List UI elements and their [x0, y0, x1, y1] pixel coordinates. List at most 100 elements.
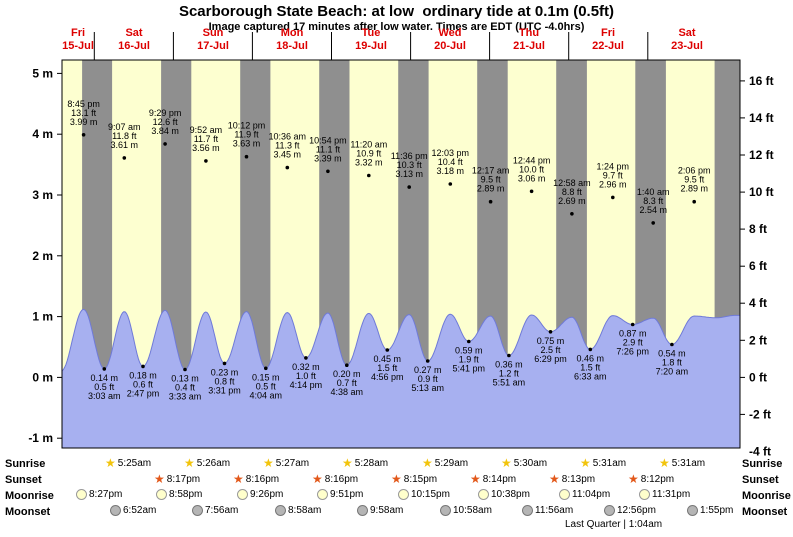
y-axis-label-left: 4 m	[32, 127, 53, 141]
high-tide-point	[163, 142, 167, 146]
moonset-time: 1:55pm	[687, 505, 733, 516]
low-tide-label: 0.59 m 1.9 ft 5:41 pm	[453, 346, 486, 374]
high-tide-point	[285, 165, 290, 170]
high-tide-point	[122, 156, 127, 160]
astro-time-text: 8:58am	[288, 505, 322, 516]
moonset-time: 12:56pm	[604, 505, 656, 516]
page-subtitle: Image captured 17 minutes after low wate…	[208, 21, 585, 33]
astro-time-text: 8:15pm	[403, 473, 438, 485]
low-tide-label: 0.14 m 0.5 ft 3:03 am	[88, 373, 121, 401]
y-axis-label-right: 6 ft	[749, 259, 767, 273]
high-tide-point	[367, 173, 371, 178]
astro-row-label-right: Moonset	[742, 506, 788, 518]
y-axis-label-left: -1 m	[28, 431, 53, 445]
high-tide-point	[326, 169, 330, 174]
y-axis-label-right: 14 ft	[749, 111, 774, 125]
low-tide-point	[425, 359, 430, 363]
sunset-time: ★ 8:16pm	[233, 473, 279, 485]
high-tide-point	[692, 199, 696, 204]
high-tide-point	[488, 199, 493, 204]
low-tide-point	[630, 322, 635, 327]
high-tide-point	[407, 185, 412, 189]
astro-time-text: 5:29am	[434, 457, 469, 469]
low-tide-label: 0.36 m 1.2 ft 5:51 am	[493, 360, 526, 388]
astro-time-text: 11:56am	[535, 505, 574, 516]
moonset-circle-icon	[275, 505, 286, 516]
astro-time-text: 10:58am	[453, 505, 492, 516]
low-tide-label: 0.45 m 1.5 ft 4:56 pm	[371, 354, 404, 382]
sunrise-star-icon: ★	[659, 456, 670, 470]
high-tide-point	[570, 212, 574, 216]
astro-time-text: 5:30am	[513, 457, 548, 469]
moonrise-time: 9:26pm	[237, 489, 283, 500]
low-tide-point	[264, 366, 268, 371]
moonset-circle-icon	[110, 505, 121, 516]
moonset-time: 8:58am	[275, 505, 321, 516]
y-axis-label-right: 12 ft	[749, 148, 774, 162]
high-tide-label: 1:24 pm 9.7 ft 2.96 m	[597, 161, 630, 189]
low-tide-point	[141, 364, 145, 369]
high-tide-label: 8:45 pm 13.1 ft 3.99 m	[67, 99, 100, 127]
low-tide-point	[183, 367, 187, 372]
astro-time-text: 5:31am	[671, 457, 706, 469]
y-axis-label-right: 8 ft	[749, 222, 767, 236]
sunrise-time: ★ 5:29am	[422, 457, 468, 469]
low-tide-label: 0.54 m 1.8 ft 7:20 am	[656, 349, 689, 377]
low-tide-label: 0.27 m 0.9 ft 5:13 am	[411, 365, 444, 393]
astro-time-text: 8:16pm	[324, 473, 359, 485]
y-axis-label-right: 4 ft	[749, 296, 767, 310]
astro-time-text: 5:27am	[275, 457, 310, 469]
high-tide-label: 9:52 am 11.7 ft 3.56 m	[190, 125, 223, 153]
astro-time-text: 8:13pm	[561, 473, 596, 485]
tide-curve-line	[61, 308, 740, 372]
moonrise-circle-icon	[76, 489, 87, 500]
astro-time-text: 8:58pm	[169, 489, 203, 500]
astro-time-text: 10:38pm	[491, 489, 530, 500]
astro-time-text: 8:12pm	[640, 473, 675, 485]
high-tide-label: 9:29 pm 12.6 ft 3.84 m	[149, 108, 182, 136]
low-tide-point	[588, 347, 593, 352]
astro-time-text: 5:26am	[196, 457, 231, 469]
low-tide-label: 0.13 m 0.4 ft 3:33 am	[169, 374, 202, 402]
high-tide-label: 12:17 am 9.5 ft 2.89 m	[472, 166, 510, 194]
y-axis-label-left: 2 m	[32, 249, 53, 263]
sunset-time: ★ 8:12pm	[628, 473, 674, 485]
astro-time-text: 1:55pm	[700, 505, 734, 516]
moonrise-circle-icon	[398, 489, 409, 500]
sunset-star-icon: ★	[154, 472, 165, 486]
low-tide-label: 0.23 m 0.8 ft 3:31 pm	[208, 367, 241, 395]
sunrise-time: ★ 5:25am	[105, 457, 151, 469]
moonrise-circle-icon	[478, 489, 489, 500]
moonset-time: 10:58am	[440, 505, 492, 516]
high-tide-label: 11:36 pm 10.3 ft 3.13 m	[391, 151, 428, 179]
sunset-time: ★ 8:17pm	[154, 473, 200, 485]
sunrise-time: ★ 5:30am	[501, 457, 547, 469]
astro-row-label-right: Sunrise	[742, 458, 783, 470]
sunset-star-icon: ★	[549, 472, 560, 486]
sunrise-star-icon: ★	[580, 456, 591, 470]
moonset-circle-icon	[687, 505, 698, 516]
moonrise-time: 9:51pm	[317, 489, 363, 500]
moonrise-time: 8:27pm	[76, 489, 122, 500]
low-tide-label: 0.75 m 2.5 ft 6:29 pm	[534, 336, 567, 364]
day-label: Mon 18-Jul	[276, 27, 308, 52]
low-tide-point	[548, 330, 553, 334]
sunrise-time: ★ 5:31am	[580, 457, 626, 469]
astro-time-text: 10:15pm	[411, 489, 450, 500]
astro-time-text: 9:58am	[370, 505, 404, 516]
low-tide-label: 0.18 m 0.6 ft 2:47 pm	[127, 370, 160, 398]
astro-time-text: 6:52am	[123, 505, 157, 516]
sunset-star-icon: ★	[233, 472, 244, 486]
day-label: Thu 21-Jul	[513, 27, 545, 52]
low-tide-point	[102, 367, 107, 371]
astro-row-label-left: Sunrise	[5, 458, 46, 470]
low-tide-point	[507, 353, 511, 358]
moonset-circle-icon	[604, 505, 615, 516]
moonset-time: 9:58am	[357, 505, 403, 516]
high-tide-label: 12:44 pm 10.0 ft 3.06 m	[513, 155, 551, 183]
moonset-circle-icon	[192, 505, 203, 516]
moonset-circle-icon	[357, 505, 368, 516]
high-tide-label: 11:20 am 10.9 ft 3.32 m	[350, 140, 387, 168]
